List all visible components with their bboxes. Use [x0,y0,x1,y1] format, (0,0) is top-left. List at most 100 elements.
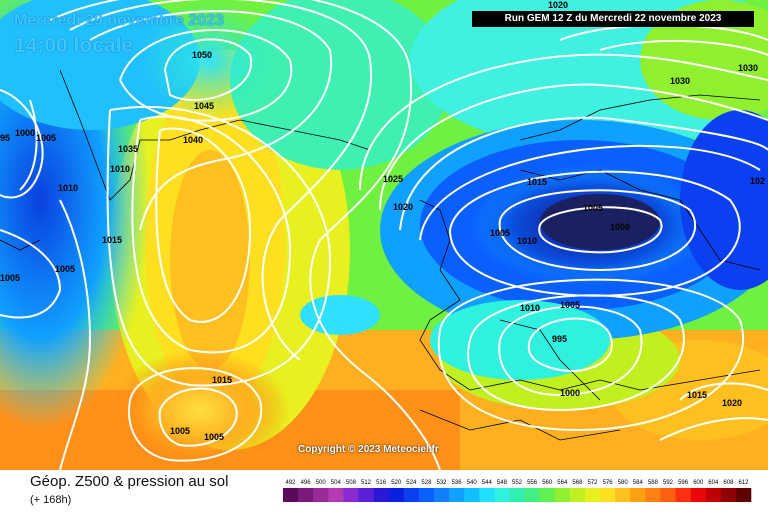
isobar-label: 1015 [212,375,232,385]
isobar-label: 1015 [102,235,122,245]
scale-tick-label: 516 [376,480,387,486]
isobar-label: 1035 [118,144,138,154]
isobar-label: 1025 [383,174,403,184]
scale-tick-label: 540 [467,480,478,486]
forecast-date-title: Mercredi 29 novembre 2023 [14,12,224,29]
scale-swatch [434,488,450,502]
scale-tick-label: 568 [572,480,583,486]
scale-tick-label: 608 [723,480,734,486]
isobar-label: 102 [750,176,765,186]
scale-swatch [343,488,359,502]
isobar-label: 995 [552,334,567,344]
scale-tick-label: 560 [542,480,553,486]
scale-tick-label: 544 [482,480,493,486]
scale-swatch [569,488,586,502]
coastlines [0,69,761,441]
scale-swatch [630,488,646,502]
scale-tick-label: 584 [633,480,644,486]
scale-tick-label: 600 [693,480,704,486]
isobar-label: 1010 [517,236,537,246]
isobar-label: 95 [0,133,10,143]
scale-tick-label: 612 [738,480,749,486]
scale-tick-label: 512 [361,480,372,486]
isobar-label: 1005 [55,264,75,274]
isobar-label: 1045 [194,101,214,111]
scale-swatch [403,488,420,502]
isobar-label: 1010 [110,164,130,174]
isobar-label: 1020 [548,0,568,10]
isobar-label: 1050 [192,50,212,60]
scale-swatch [373,488,389,502]
scale-tick-label: 500 [316,480,327,486]
forecast-time-title: 14:00 locale [14,34,134,57]
scale-swatch [615,488,631,502]
isobar-label: 1010 [520,303,540,313]
scale-swatch [313,488,329,502]
isobar-label: 1000 [560,388,580,398]
scale-tick-label: 564 [557,480,568,486]
scale-swatch [660,488,676,502]
isobar-label: 1010 [58,183,78,193]
scale-tick-label: 504 [331,480,342,486]
scale-swatch [358,488,374,502]
scale-swatch [584,488,601,502]
isobar-label: 1000 [610,222,630,232]
scale-tick-label: 552 [512,480,523,486]
isobar-label: 1005 [583,203,603,213]
scale-swatch [539,488,555,502]
scale-swatch [418,488,435,502]
isobar-label: 1015 [527,177,547,187]
scale-swatch [720,488,737,502]
isobar-label: 1005 [204,432,224,442]
isobar-label: 1005 [490,228,510,238]
scale-tick-label: 520 [391,480,402,486]
isobar-label: 1040 [183,135,203,145]
isobar-label: 1005 [170,426,190,436]
scale-tick-label: 556 [527,480,538,486]
scale-swatch [449,488,465,502]
scale-swatch [690,488,706,502]
legend-bar: Géop. Z500 & pression au sol (+ 168h) 49… [0,470,768,512]
scale-tick-label: 548 [497,480,508,486]
legend-subtitle: (+ 168h) [30,494,72,506]
scale-swatch [283,488,299,502]
scale-swatch [479,488,495,502]
scale-swatch [388,488,405,502]
copyright-text: Copyright © 2023 Meteociel.fr [298,444,439,455]
scale-tick-label: 604 [708,480,719,486]
scale-swatch [600,488,616,502]
scale-tick-label: 492 [285,480,296,486]
forecast-map: 1050 1045 1040 1030 1030 1025 1020 1015 … [0,0,768,470]
scale-swatch [298,488,314,502]
scale-swatch [735,488,752,502]
color-scale: 492 496 500 504 508 512 516 520 524 528 532 536 540 5… [283,480,752,502]
scale-tick-label: 592 [663,480,674,486]
isobar-label: 1005 [36,133,56,143]
scale-swatch [675,488,691,502]
scale-tick-label: 524 [406,480,417,486]
scale-tick-label: 596 [678,480,689,486]
scale-swatch [328,488,344,502]
scale-swatch [705,488,722,502]
scale-tick-label: 532 [436,480,447,486]
isobar-label: 1030 [670,76,690,86]
scale-swatch [524,488,540,502]
isobar-labels: 1050 1045 1040 1030 1030 1025 1020 1015 … [0,0,765,442]
isobar-label: 1020 [722,398,742,408]
isobar-label: 1020 [393,202,413,212]
legend-title: Géop. Z500 & pression au sol [30,473,229,490]
scale-swatch [509,488,525,502]
isobar-label: 1005 [560,300,580,310]
scale-swatch [554,488,571,502]
isobar-label: 1015 [687,390,707,400]
isobar-label: 1005 [0,273,20,283]
scale-tick-label: 572 [587,480,598,486]
scale-tick-label: 576 [603,480,614,486]
scale-tick-label: 496 [301,480,312,486]
scale-tick-label: 580 [618,480,629,486]
isobar-label: 1030 [738,63,758,73]
scale-tick-label: 528 [421,480,432,486]
scale-swatch [494,488,510,502]
run-info-banner: Run GEM 12 Z du Mercredi 22 novembre 202… [472,11,754,27]
